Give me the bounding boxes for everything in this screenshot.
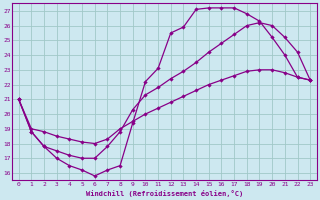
X-axis label: Windchill (Refroidissement éolien,°C): Windchill (Refroidissement éolien,°C) [86,190,243,197]
